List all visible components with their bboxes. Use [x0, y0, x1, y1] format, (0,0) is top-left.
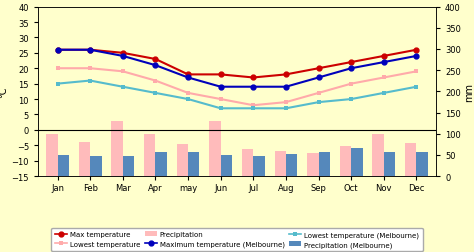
Bar [57, 155, 69, 176]
Bar [286, 155, 297, 176]
Bar [274, 151, 286, 176]
Legend: Max temperature, Lowest temperature, Precipitation, Maximum temperature (Melbour: Max temperature, Lowest temperature, Pre… [51, 228, 423, 251]
Bar [123, 156, 134, 176]
Bar [177, 145, 188, 176]
Bar [384, 152, 395, 176]
Bar [188, 152, 200, 176]
Bar [340, 147, 351, 176]
Bar [155, 152, 167, 176]
Bar [221, 156, 232, 176]
Bar [351, 148, 363, 176]
Bar [307, 153, 319, 176]
Bar [319, 152, 330, 176]
Bar [46, 134, 57, 176]
Bar [242, 149, 253, 176]
Y-axis label: °C: °C [0, 86, 9, 98]
Bar [79, 143, 90, 176]
Bar [90, 156, 101, 176]
Bar [111, 121, 123, 176]
Bar [144, 134, 155, 176]
Y-axis label: mm: mm [464, 82, 474, 102]
Bar [373, 134, 384, 176]
Bar [417, 152, 428, 176]
Bar [405, 143, 417, 176]
Bar [253, 156, 265, 176]
Bar [209, 121, 221, 176]
